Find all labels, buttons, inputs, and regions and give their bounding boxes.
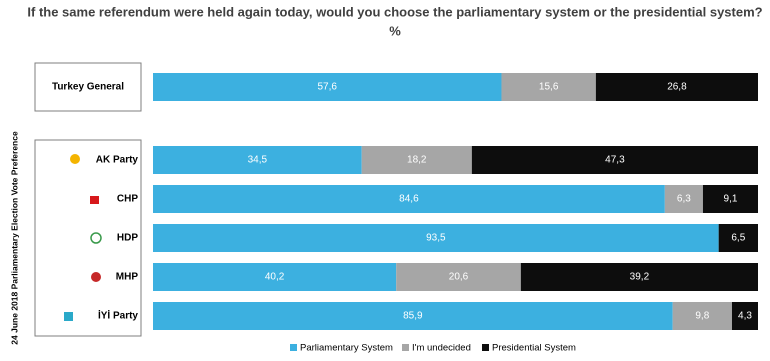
bar-segment: [153, 224, 719, 252]
value-label: 6,5: [731, 233, 745, 244]
bar-segment: [153, 302, 673, 330]
group-label: 24 June 2018 Parliamentary Election Vote…: [9, 131, 19, 345]
value-label: 9,8: [695, 311, 709, 322]
value-label: 40,2: [265, 272, 285, 283]
legend-swatch: [402, 344, 409, 351]
value-label: 84,6: [399, 194, 419, 205]
bar-segment: [718, 224, 758, 252]
bar-segment: [153, 185, 665, 213]
icon: [64, 312, 73, 321]
bar-segment: [702, 185, 758, 213]
category-label: İYİ Party: [98, 309, 138, 322]
category-label: Turkey General: [52, 82, 124, 93]
bar-segment: [396, 263, 521, 291]
category-label: MHP: [116, 272, 139, 283]
bar-segment: [471, 146, 758, 174]
legend-label: I'm undecided: [412, 343, 471, 354]
bar-segment: [672, 302, 732, 330]
value-label: 47,3: [605, 155, 625, 166]
value-label: 18,2: [407, 155, 427, 166]
value-label: 26,8: [667, 82, 687, 93]
bar-segment: [520, 263, 758, 291]
bar-segment: [153, 73, 502, 101]
chart-title: If the same referendum were held again t…: [27, 4, 762, 19]
bar-segment: [361, 146, 472, 174]
legend-label: Parliamentary System: [300, 343, 393, 354]
value-label: 6,3: [677, 194, 691, 205]
icon: [90, 232, 102, 244]
value-label: 20,6: [449, 272, 469, 283]
legend-swatch: [482, 344, 489, 351]
bar-segment: [153, 263, 397, 291]
value-label: 39,2: [630, 272, 650, 283]
value-label: 4,3: [738, 311, 752, 322]
value-label: 34,5: [248, 155, 268, 166]
value-label: 93,5: [426, 233, 446, 244]
label-box: [34, 139, 142, 337]
category-label: CHP: [117, 194, 138, 205]
icon: [91, 272, 101, 282]
value-label: 57,6: [318, 82, 338, 93]
bar-segment: [153, 146, 362, 174]
value-label: 85,9: [403, 311, 423, 322]
bar-segment: [664, 185, 703, 213]
value-label: 9,1: [724, 194, 738, 205]
category-label: HDP: [117, 233, 138, 244]
value-label: 15,6: [539, 82, 559, 93]
icon: [90, 196, 99, 204]
legend-label: Presidential System: [492, 343, 576, 354]
bar-segment: [501, 73, 596, 101]
legend-swatch: [290, 344, 297, 351]
icon: [70, 154, 80, 164]
label-box: [34, 62, 142, 112]
category-label: AK Party: [96, 155, 139, 166]
party-icons: [64, 154, 102, 321]
bar-segment: [731, 302, 758, 330]
chart-subtitle: %: [389, 23, 401, 38]
bar-segment: [595, 73, 758, 101]
